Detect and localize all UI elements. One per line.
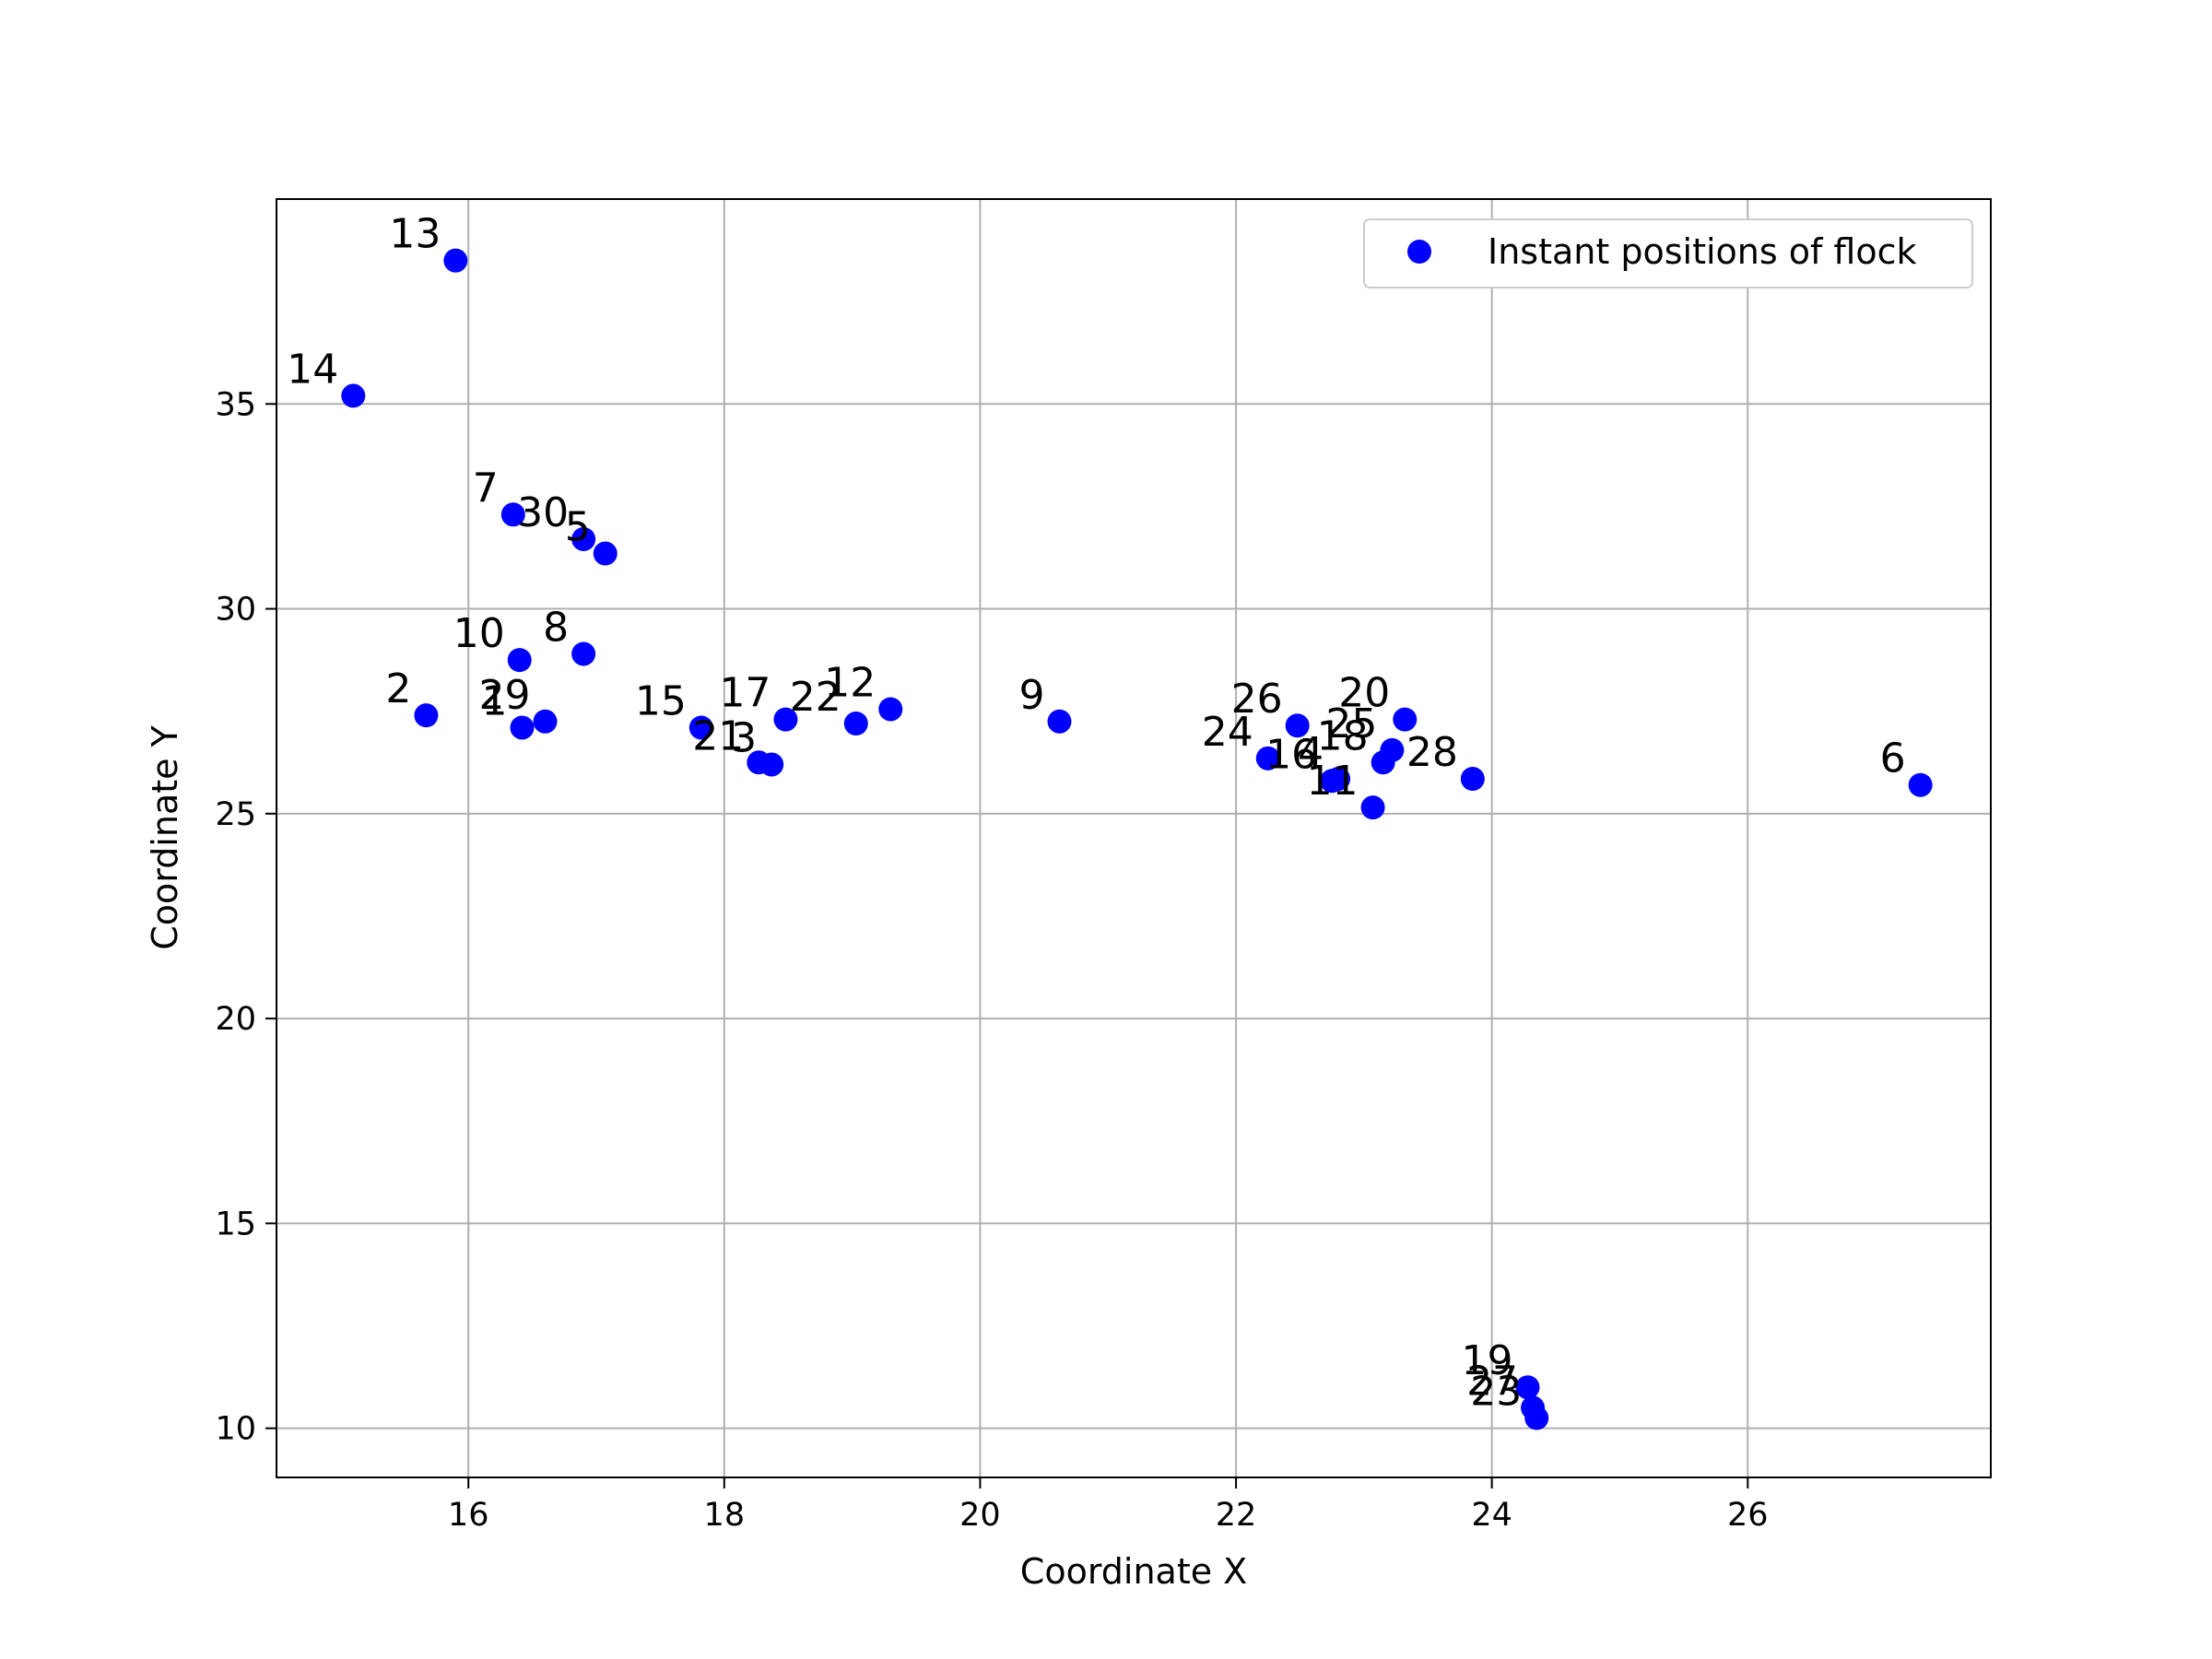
- point-label: 9: [1018, 672, 1044, 719]
- data-point: [510, 715, 535, 740]
- data-point: [341, 383, 366, 408]
- point-label: 11: [1307, 758, 1359, 805]
- x-tick-label: 26: [1727, 1497, 1769, 1534]
- data-point: [571, 526, 596, 551]
- y-tick-label: 15: [215, 1206, 256, 1242]
- legend-entry: Instant positions of flock: [1488, 231, 1917, 272]
- legend: Instant positions of flock: [1363, 218, 1973, 288]
- data-point: [1255, 746, 1280, 771]
- point-label: 13: [389, 211, 441, 258]
- y-tick-label: 20: [215, 1001, 256, 1038]
- data-point: [1047, 709, 1072, 734]
- data-point: [1393, 707, 1418, 732]
- point-label: 1: [482, 677, 508, 724]
- point-label: 24: [1202, 709, 1253, 756]
- y-tick-label: 35: [215, 386, 256, 423]
- data-point: [843, 712, 868, 736]
- data-point: [747, 750, 771, 775]
- point-label: 18: [1317, 712, 1369, 759]
- point-label: 23: [1470, 1369, 1522, 1416]
- point-label: 17: [719, 670, 771, 717]
- point-label: 5: [565, 504, 591, 551]
- plot-frame: [276, 198, 1992, 1478]
- data-point: [773, 707, 798, 732]
- point-label: 19: [1462, 1337, 1513, 1384]
- point-label: 12: [824, 659, 876, 706]
- y-axis-ticks: 10 15 20 25 30 35: [215, 386, 276, 1448]
- x-axis-ticks: 16 18 20 22 24 26: [448, 1477, 1769, 1534]
- legend-marker: [1407, 240, 1431, 264]
- point-label: 25: [1325, 700, 1377, 747]
- y-axis-label: Coordinate Y: [145, 724, 185, 949]
- point-label: 7: [473, 465, 499, 512]
- x-tick-label: 20: [959, 1497, 1001, 1534]
- y-tick-label: 25: [215, 796, 256, 833]
- point-label: 15: [635, 677, 687, 724]
- point-label: 4: [1298, 729, 1324, 776]
- point-label: 29: [478, 672, 530, 719]
- y-tick-label: 30: [215, 592, 256, 629]
- point-label: 3: [731, 714, 757, 761]
- point-label: 8: [543, 604, 569, 651]
- data-point: [443, 248, 468, 273]
- data-point: [533, 709, 558, 734]
- legend-box: [1363, 218, 1973, 288]
- x-tick-label: 24: [1471, 1497, 1512, 1534]
- point-label: 30: [517, 489, 569, 536]
- data-point: [507, 648, 532, 673]
- point-label: 22: [790, 674, 841, 721]
- data-point: [1320, 769, 1345, 794]
- data-point: [1460, 767, 1485, 792]
- point-label: 16: [1265, 731, 1317, 778]
- data-point: [1908, 772, 1933, 797]
- data-point: [1285, 713, 1310, 738]
- data-point: [1360, 795, 1385, 820]
- data-point: [500, 502, 525, 527]
- point-label: 20: [1338, 670, 1390, 717]
- data-point: [571, 641, 596, 666]
- y-tick-label: 10: [215, 1411, 256, 1448]
- point-label: 27: [1466, 1358, 1518, 1405]
- x-axis-label: Coordinate X: [1020, 1551, 1247, 1592]
- data-point: [593, 541, 618, 566]
- data-point: [878, 697, 903, 722]
- point-label: 21: [692, 712, 744, 759]
- data-point: [688, 715, 713, 740]
- x-tick-label: 16: [448, 1497, 489, 1534]
- data-point: [1521, 1395, 1546, 1420]
- point-label: 26: [1231, 676, 1283, 723]
- point-label: 2: [385, 665, 411, 712]
- grid: [276, 199, 1991, 1477]
- data-points: [341, 248, 1933, 1430]
- point-label: 6: [1880, 735, 1906, 782]
- point-label: 28: [1406, 729, 1458, 776]
- data-point: [414, 703, 439, 728]
- data-point: [1380, 737, 1405, 762]
- point-label: 10: [453, 610, 505, 657]
- point-label: 14: [287, 346, 338, 393]
- x-tick-label: 18: [704, 1497, 746, 1534]
- data-point: [1515, 1375, 1540, 1400]
- x-tick-label: 22: [1216, 1497, 1257, 1534]
